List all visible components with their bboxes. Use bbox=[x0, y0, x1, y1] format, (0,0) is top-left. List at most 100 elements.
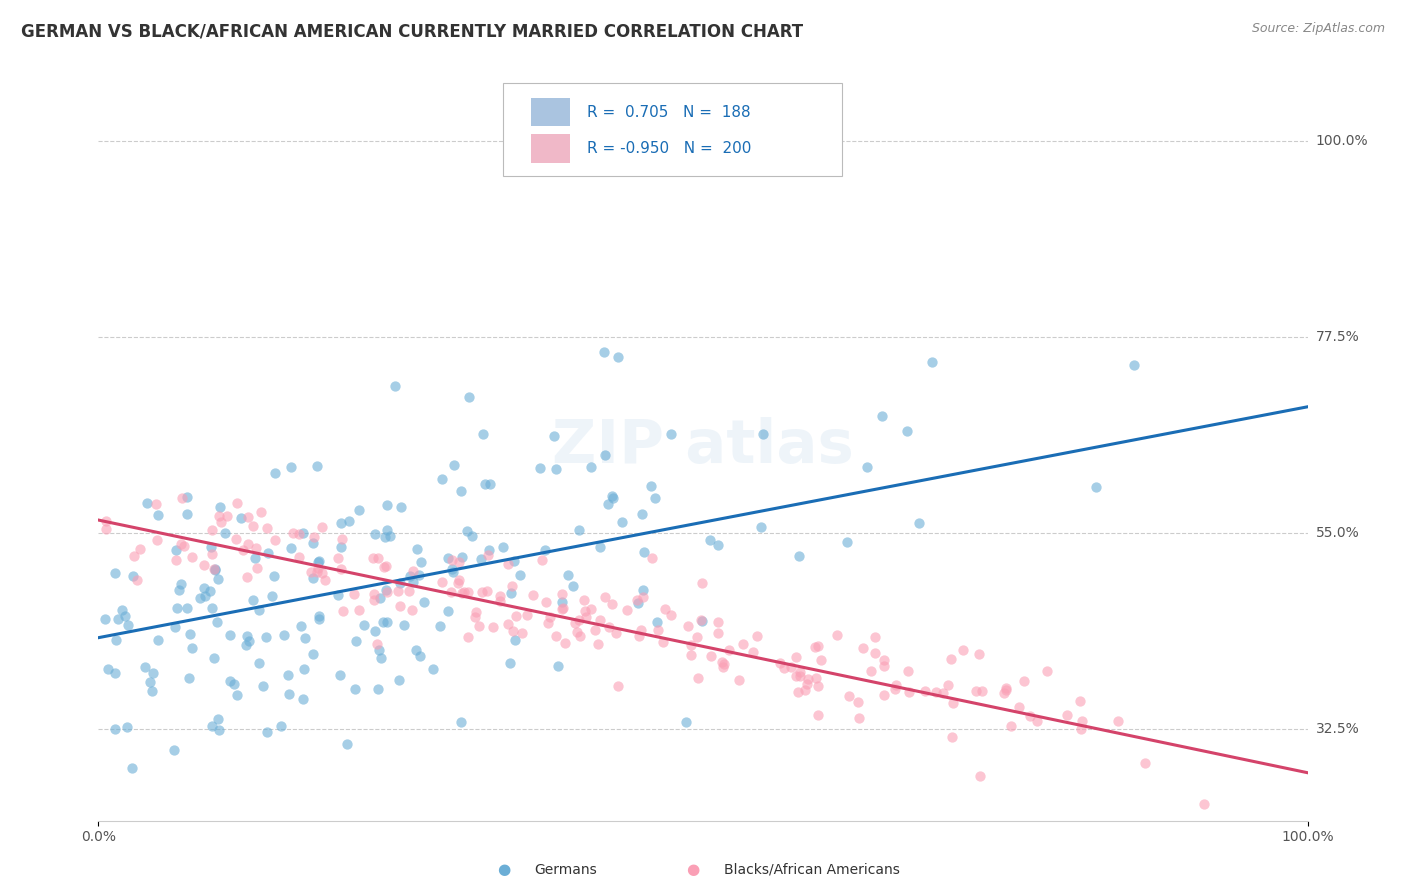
Point bbox=[616, 602, 638, 616]
Point bbox=[661, 607, 683, 622]
Point bbox=[280, 459, 302, 474]
Point bbox=[478, 543, 501, 558]
Point bbox=[166, 552, 188, 566]
FancyBboxPatch shape bbox=[503, 83, 842, 177]
Point bbox=[256, 724, 278, 739]
Point bbox=[464, 610, 486, 624]
Point bbox=[394, 617, 416, 632]
Point bbox=[378, 529, 401, 543]
Point bbox=[471, 585, 494, 599]
Point bbox=[803, 640, 825, 655]
Point bbox=[222, 677, 245, 691]
Point bbox=[641, 550, 664, 565]
Point bbox=[543, 429, 565, 443]
Point bbox=[367, 681, 389, 696]
Point bbox=[361, 550, 384, 565]
Point bbox=[534, 543, 557, 558]
Point bbox=[921, 354, 943, 368]
Point bbox=[450, 483, 472, 498]
Point bbox=[305, 565, 328, 579]
Point bbox=[94, 522, 117, 536]
Point bbox=[330, 532, 353, 546]
Point bbox=[583, 624, 606, 638]
Point bbox=[1122, 358, 1144, 372]
Point bbox=[492, 540, 515, 554]
Point bbox=[373, 560, 395, 574]
Point bbox=[461, 529, 484, 543]
Point bbox=[247, 602, 270, 616]
Point bbox=[496, 558, 519, 572]
Point bbox=[94, 514, 117, 528]
Point bbox=[489, 594, 512, 608]
Point bbox=[699, 533, 721, 547]
Point bbox=[993, 686, 1015, 700]
Point bbox=[375, 523, 398, 537]
Point bbox=[838, 690, 860, 704]
Point bbox=[294, 632, 316, 646]
Point bbox=[598, 620, 620, 634]
Point bbox=[690, 576, 713, 591]
Point bbox=[699, 649, 721, 664]
Point bbox=[848, 711, 870, 725]
Point bbox=[308, 609, 330, 624]
Point bbox=[806, 679, 828, 693]
Point bbox=[873, 659, 896, 673]
Point bbox=[167, 583, 190, 598]
Point bbox=[631, 590, 654, 604]
Point bbox=[236, 509, 259, 524]
Point bbox=[522, 588, 544, 602]
Point bbox=[422, 662, 444, 676]
Point bbox=[538, 610, 561, 624]
Point bbox=[208, 509, 231, 524]
Point bbox=[605, 625, 627, 640]
Point bbox=[679, 648, 702, 662]
Point bbox=[349, 602, 371, 616]
Point bbox=[177, 671, 200, 685]
Point bbox=[581, 601, 603, 615]
Point bbox=[280, 541, 302, 556]
Point bbox=[544, 629, 567, 643]
Point bbox=[142, 666, 165, 681]
Point bbox=[595, 448, 617, 462]
Point bbox=[713, 657, 735, 671]
Point bbox=[329, 540, 352, 554]
Point bbox=[553, 601, 575, 615]
Point bbox=[375, 498, 398, 512]
Point bbox=[630, 624, 652, 638]
Point bbox=[810, 653, 832, 667]
Point bbox=[173, 539, 195, 553]
Point bbox=[606, 679, 628, 693]
Point bbox=[688, 671, 710, 685]
Point bbox=[472, 427, 495, 442]
Point bbox=[409, 555, 432, 569]
Point bbox=[429, 619, 451, 633]
Point bbox=[942, 696, 965, 710]
Point bbox=[238, 634, 260, 648]
Point bbox=[575, 610, 598, 624]
Point bbox=[229, 511, 252, 525]
Point bbox=[675, 714, 697, 729]
Point bbox=[450, 550, 472, 565]
Point bbox=[965, 684, 987, 698]
Point bbox=[749, 520, 772, 534]
Point bbox=[302, 530, 325, 544]
Point bbox=[686, 630, 709, 644]
Point bbox=[165, 620, 187, 634]
Text: R =  0.705   N =  188: R = 0.705 N = 188 bbox=[586, 104, 751, 120]
Point bbox=[825, 628, 848, 642]
Point bbox=[364, 527, 387, 541]
Text: Germans: Germans bbox=[534, 863, 598, 877]
Point bbox=[332, 604, 354, 618]
Point bbox=[769, 656, 792, 670]
Point bbox=[602, 491, 624, 505]
Point bbox=[214, 525, 236, 540]
Point bbox=[627, 629, 650, 643]
Point bbox=[225, 532, 247, 546]
Point bbox=[201, 601, 224, 615]
Point bbox=[804, 672, 827, 686]
Point bbox=[388, 673, 411, 687]
Point bbox=[898, 684, 921, 698]
Point bbox=[475, 583, 498, 598]
Point bbox=[207, 572, 229, 586]
Point bbox=[260, 589, 283, 603]
